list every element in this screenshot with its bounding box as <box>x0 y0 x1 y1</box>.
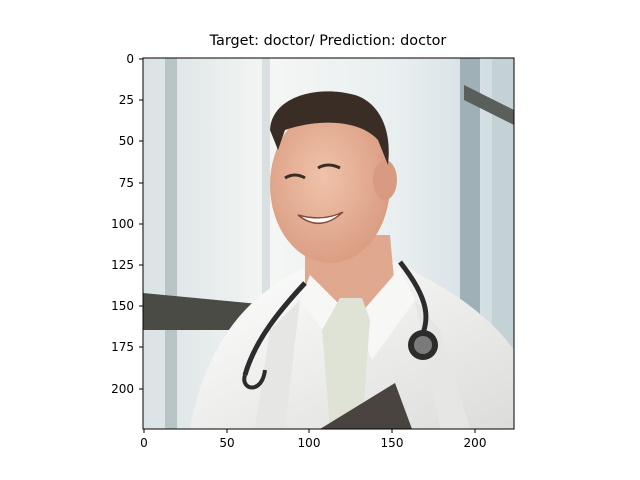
x-axis: 0 50 100 150 200 <box>140 429 486 450</box>
x-tick-label: 150 <box>381 436 404 450</box>
x-tick-label: 50 <box>219 436 234 450</box>
y-tick-label: 200 <box>111 382 134 396</box>
doctor-photo <box>143 58 514 429</box>
x-tick-label: 200 <box>464 436 487 450</box>
y-tick-label: 100 <box>111 217 134 231</box>
y-tick-label: 50 <box>119 134 134 148</box>
y-tick-label: 0 <box>126 52 134 66</box>
y-tick-label: 175 <box>111 340 134 354</box>
y-tick-label: 75 <box>119 176 134 190</box>
x-tick-label: 100 <box>298 436 321 450</box>
y-tick-label: 150 <box>111 299 134 313</box>
axes-frame <box>142 57 515 430</box>
x-tick-label: 0 <box>140 436 148 450</box>
y-axis: 0 25 50 75 100 125 150 175 200 <box>111 52 143 396</box>
y-tick-label: 25 <box>119 93 134 107</box>
y-tick-label: 125 <box>111 258 134 272</box>
plot-title: Target: doctor/ Prediction: doctor <box>209 33 447 49</box>
